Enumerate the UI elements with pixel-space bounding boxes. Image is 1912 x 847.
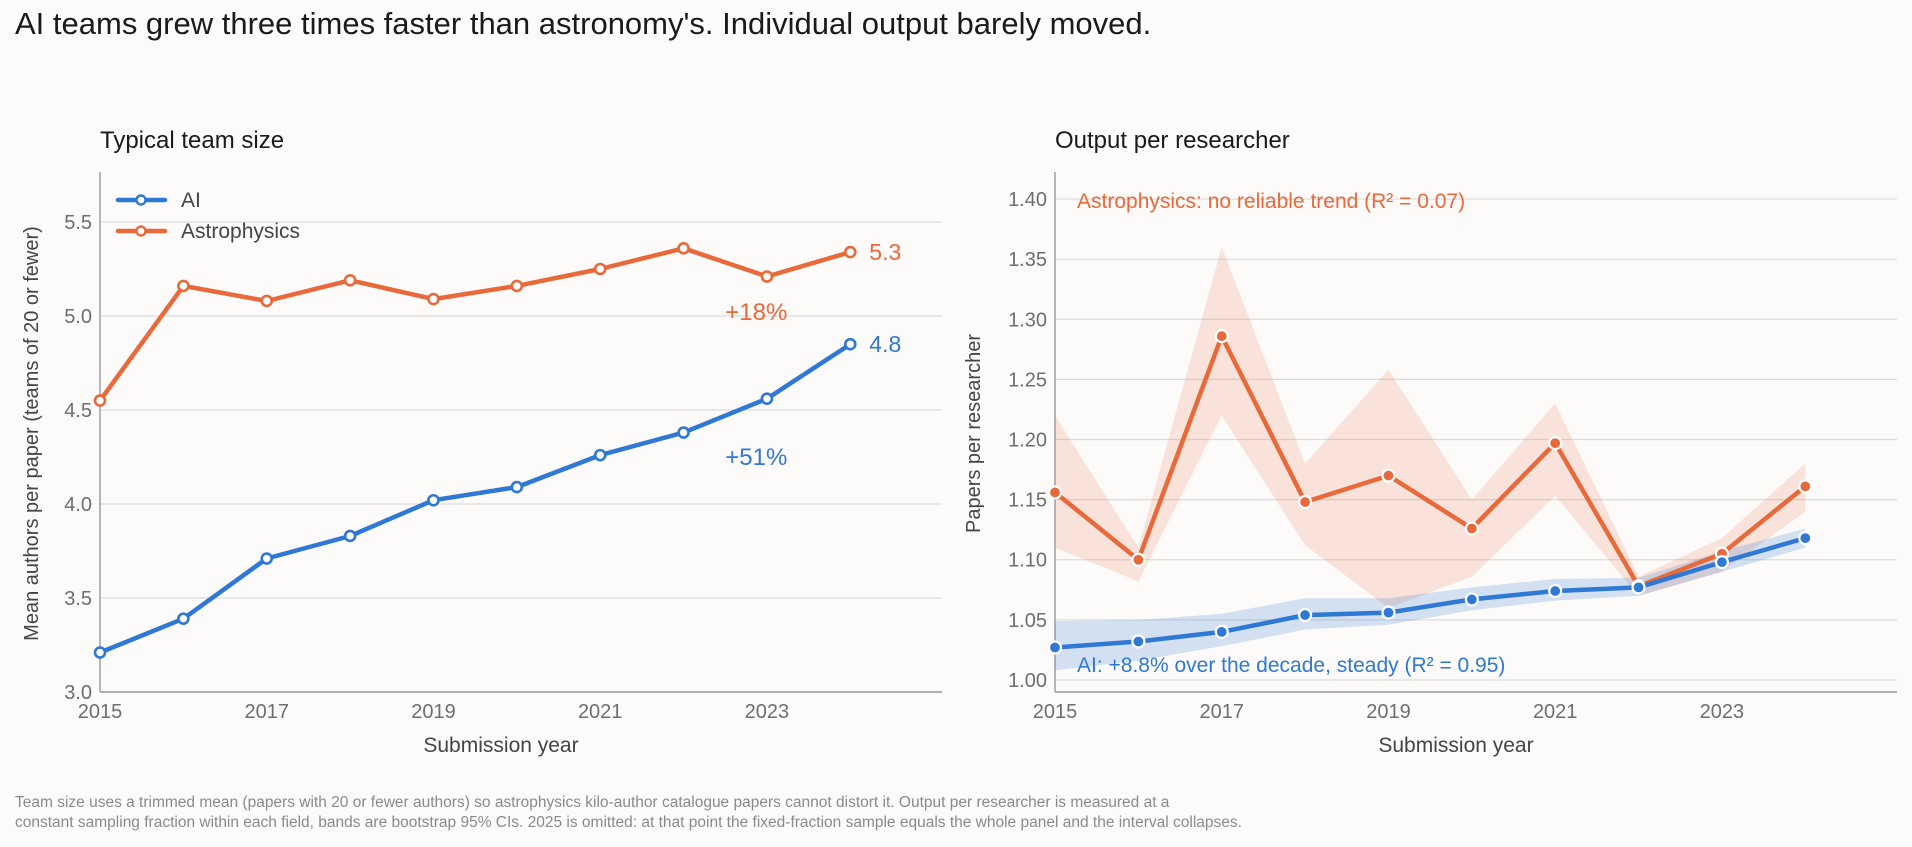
chart-figure: Typical team size 3.0 3.5 4.0 4.5 5.0 5.5 2015 2…: [21, 127, 1897, 757]
series-line-astrophysics: [1052, 333, 1808, 589]
data-point-ai: [1631, 580, 1646, 595]
data-point-astrophysics: [260, 294, 274, 308]
x-tick-label: 2015: [78, 701, 123, 723]
x-axis-label: Submission year: [423, 734, 578, 757]
data-point-ai: [1047, 640, 1063, 655]
data-point-ai: [1381, 605, 1396, 620]
data-point-astrophysics: [1464, 521, 1479, 536]
y-tick-label: 1.15: [1008, 490, 1047, 512]
data-point-astrophysics: [677, 242, 690, 255]
data-point-ai: [677, 426, 690, 439]
end-value-label-astrophysics: 5.3: [869, 239, 901, 265]
change-label-astrophysics: +18%: [725, 299, 787, 326]
end-value-label-ai: 4.8: [869, 331, 901, 357]
x-tick-label: 2017: [1199, 701, 1244, 723]
series-line-ai: [1052, 535, 1808, 650]
data-point-ai: [1798, 531, 1813, 546]
data-point-astrophysics: [1798, 479, 1813, 494]
legend-marker-astrophysics: [135, 225, 147, 237]
y-tick-label: 1.05: [1008, 610, 1047, 632]
panel-title-output: Output per researcher: [1055, 127, 1290, 154]
annotation-astrophysics: Astrophysics: no reliable trend (R² = 0.…: [1077, 190, 1465, 213]
data-point-ai: [93, 646, 107, 659]
footnote: Team size uses a trimmed mean (papers wi…: [15, 793, 1895, 833]
data-point-astrophysics: [1297, 494, 1313, 510]
panel-team-size: Typical team size 3.0 3.5 4.0 4.5 5.0 5.5 2015 2…: [21, 127, 942, 757]
series-line-ai: [97, 341, 853, 655]
y-tick-label: 1.35: [1008, 249, 1047, 271]
data-point-astrophysics: [343, 273, 357, 287]
data-point-astrophysics: [93, 394, 107, 407]
x-tick-label: 2021: [1533, 701, 1578, 723]
x-tick-label: 2023: [1700, 701, 1745, 723]
y-tick-label: 1.00: [1008, 670, 1047, 692]
y-tick-label: 4.5: [64, 400, 92, 422]
series-line-astrophysics: [97, 246, 853, 403]
y-tick-label: 5.5: [64, 212, 92, 234]
data-point-astrophysics: [1131, 552, 1146, 567]
data-point-ai: [1464, 592, 1479, 607]
data-point-ai: [843, 337, 857, 351]
x-tick-label: 2019: [411, 701, 456, 723]
ci-band-ai: [1055, 528, 1806, 671]
data-point-astrophysics: [177, 279, 190, 293]
data-point-ai: [427, 493, 440, 507]
x-tick-label: 2019: [1366, 701, 1411, 723]
data-point-ai: [260, 552, 274, 565]
data-point-astrophysics: [510, 279, 524, 293]
page-headline: AI teams grew three times faster than as…: [15, 6, 1152, 41]
data-point-ai: [1548, 583, 1563, 599]
data-point-ai: [1131, 634, 1146, 649]
x-tick-label: 2015: [1033, 701, 1078, 723]
x-tick-label: 2017: [244, 701, 289, 723]
ci-band-astrophysics: [1055, 247, 1806, 608]
data-point-ai: [343, 529, 357, 543]
footnote-line-1: Team size uses a trimmed mean (papers wi…: [15, 794, 1170, 811]
y-tick-label: 3.0: [64, 682, 92, 704]
data-point-astrophysics: [593, 262, 607, 276]
annotation-ai: AI: +8.8% over the decade, steady (R² = …: [1077, 654, 1505, 677]
y-tick-label: 1.10: [1008, 550, 1047, 572]
change-label-ai: +51%: [725, 444, 787, 471]
data-point-astrophysics: [1548, 436, 1563, 451]
legend-label-ai: AI: [181, 189, 201, 212]
y-axis-label: Mean authors per paper (teams of 20 or f…: [21, 226, 43, 641]
panel-title-team-size: Typical team size: [100, 127, 284, 154]
data-point-astrophysics: [843, 245, 857, 259]
x-axis-label: Submission year: [1378, 734, 1533, 757]
data-point-astrophysics: [1381, 468, 1396, 483]
y-tick-label: 1.20: [1008, 430, 1047, 452]
y-tick-label: 1.40: [1008, 189, 1047, 211]
data-point-astrophysics: [1214, 329, 1229, 344]
x-tick-label: 2021: [578, 701, 623, 723]
data-point-ai: [593, 448, 607, 462]
y-axis-label: Papers per researcher: [963, 334, 985, 533]
legend-label-astrophysics: Astrophysics: [181, 220, 300, 243]
data-point-ai: [1214, 624, 1229, 639]
y-tick-label: 1.25: [1008, 369, 1047, 391]
y-tick-label: 5.0: [64, 306, 92, 328]
data-point-ai: [510, 480, 524, 494]
data-point-astrophysics: [427, 292, 440, 306]
legend: AI Astrophysics: [115, 189, 300, 243]
footnote-line-2: constant sampling fraction within each f…: [15, 814, 1242, 831]
y-tick-label: 1.30: [1008, 309, 1047, 331]
data-point-astrophysics: [1047, 485, 1063, 500]
data-point-ai: [760, 392, 774, 406]
data-point-ai: [177, 612, 190, 625]
x-tick-label: 2023: [745, 701, 790, 723]
legend-marker-ai: [135, 194, 147, 206]
y-tick-label: 4.0: [64, 494, 92, 516]
data-point-astrophysics: [760, 270, 774, 283]
panel-output: Output per researcher 1.00 1.05 1.10 1.15 1.2…: [963, 127, 1897, 757]
data-point-ai: [1714, 555, 1730, 570]
data-point-ai: [1297, 607, 1313, 623]
y-tick-label: 3.5: [64, 588, 92, 610]
